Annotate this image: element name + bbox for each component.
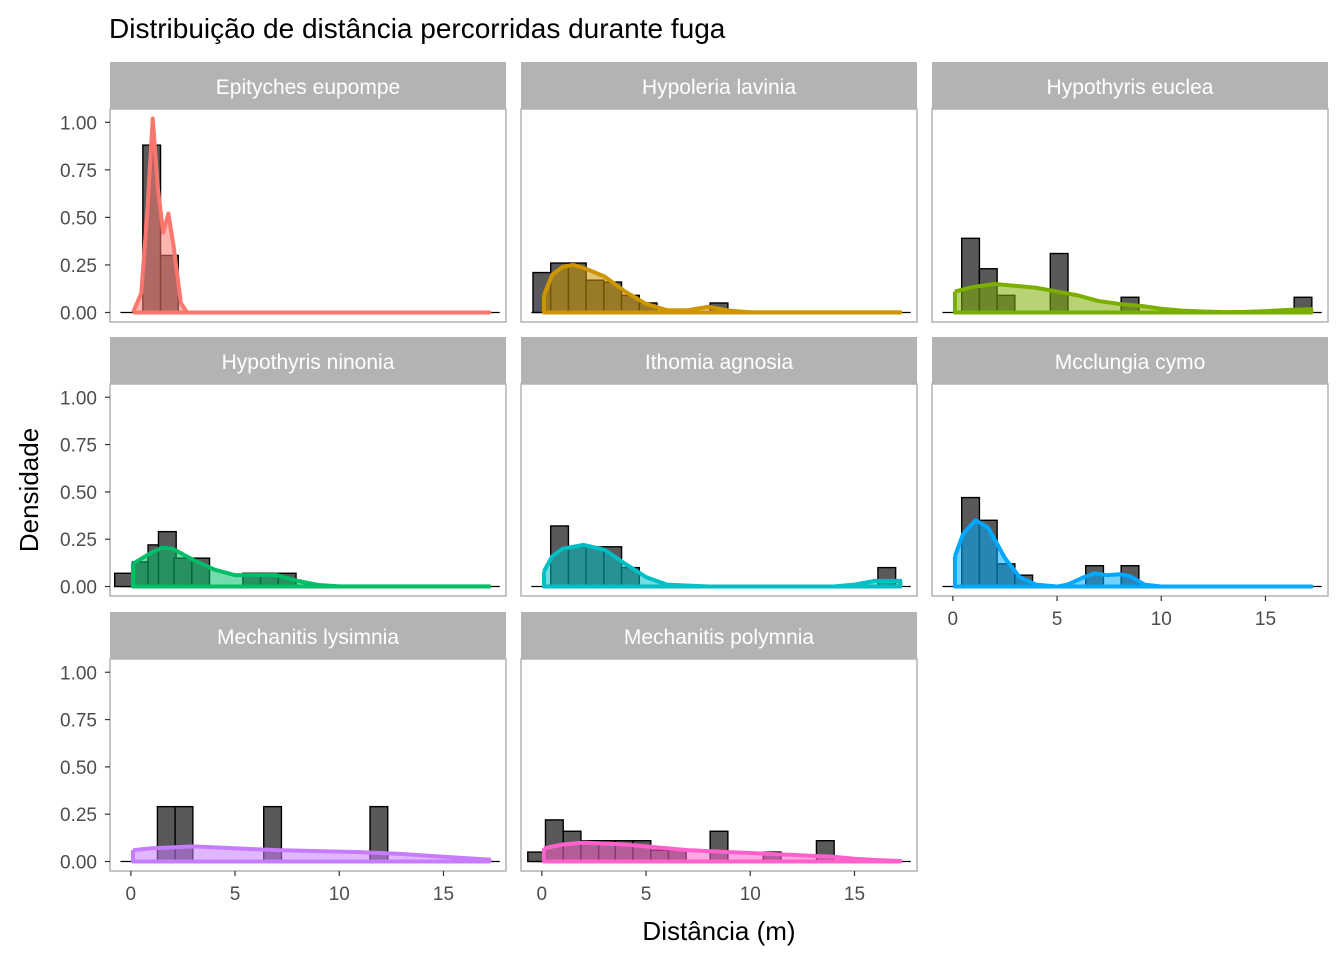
panel-mechanitis-lysimnia: Mechanitis lysimnia 0.00 0.25 0.50 0.75 1.00 0… [60, 612, 507, 905]
density-curve [952, 518, 1314, 589]
y-tick-label: 0.50 [60, 208, 97, 229]
density-area [543, 544, 901, 587]
strip-background [521, 612, 917, 659]
density-curve [952, 281, 1314, 315]
panel-hypothyris-ninonia: Hypothyris ninonia 0.00 0.25 0.50 0.75 1.00 [60, 337, 507, 599]
density-area [132, 547, 490, 587]
strip-label: Epityches eupompe [216, 76, 400, 99]
density-curve [541, 840, 903, 864]
x-tick-label: 15 [433, 884, 454, 905]
strip-label: Mechanitis lysimnia [217, 626, 399, 649]
panel-hypothyris-euclea: Hypothyris euclea [931, 62, 1329, 323]
histogram-bar [113, 572, 134, 588]
density-area [132, 118, 490, 313]
y-tick-label: 0.75 [60, 161, 97, 182]
x-tick-label: 5 [1052, 609, 1063, 630]
density-curve [541, 262, 903, 315]
strip-label: Hypothyris ninonia [222, 351, 395, 374]
strip-background [110, 62, 506, 109]
panel-epityches-eupompe: Epityches eupompe 0.00 0.25 0.50 0.75 1.00 [60, 62, 507, 324]
y-tick-label: 0.00 [60, 853, 97, 874]
strip-label: Hypothyris euclea [1047, 76, 1214, 99]
x-tick-label: 15 [844, 884, 865, 905]
panel-ithomia-agnosia: Ithomia agnosia [520, 337, 918, 597]
y-tick-label: 1.00 [60, 663, 97, 684]
density-area [954, 520, 1312, 587]
density-curve [541, 542, 903, 589]
x-tick-label: 0 [126, 884, 137, 905]
strip-label: Mcclungia cymo [1055, 351, 1206, 374]
panel-mechanitis-polymnia: Mechanitis polymnia 0 5 10 15 [520, 612, 918, 905]
x-axis-title: Distância (m) [642, 916, 795, 946]
y-tick-label: 1.00 [60, 388, 97, 409]
x-tick-label: 0 [537, 884, 548, 905]
panel-border [109, 383, 507, 597]
y-tick-label: 0.25 [60, 530, 97, 551]
panel-mcclungia-cymo: Mcclungia cymo 0 5 10 15 [931, 337, 1329, 630]
y-tick-label: 0.75 [60, 436, 97, 457]
facet-panels: Epityches eupompe0.000.250.500.751.00Hyp… [60, 62, 1329, 905]
y-tick-label: 0.00 [60, 578, 97, 599]
strip-label: Mechanitis polymnia [624, 626, 815, 649]
y-tick-label: 0.50 [60, 758, 97, 779]
y-tick-label: 0.00 [60, 303, 97, 324]
chart-title: Distribuição de distância percorridas du… [109, 13, 726, 44]
panel-border [520, 658, 918, 872]
density-area [543, 264, 901, 313]
x-tick-label: 10 [1151, 609, 1172, 630]
strip-background [932, 337, 1328, 384]
x-tick-label: 5 [641, 884, 652, 905]
x-tick-label: 0 [948, 609, 959, 630]
strip-background [110, 337, 506, 384]
strip-background [521, 62, 917, 109]
density-curve [130, 844, 492, 864]
strip-background [110, 612, 506, 659]
x-tick-label: 5 [230, 884, 241, 905]
panel-border [931, 108, 1329, 323]
panel-border [520, 108, 918, 323]
panel-border [109, 658, 507, 872]
panel-border [931, 383, 1329, 597]
strip-background [932, 62, 1328, 109]
y-tick-label: 0.25 [60, 256, 97, 277]
panel-border [520, 383, 918, 597]
panel-border [109, 108, 507, 323]
x-tick-label: 10 [329, 884, 350, 905]
y-tick-label: 1.00 [60, 113, 97, 134]
y-tick-label: 0.75 [60, 711, 97, 732]
x-tick-label: 15 [1255, 609, 1276, 630]
strip-label: Hypoleria lavinia [642, 76, 796, 99]
density-curve [131, 116, 492, 315]
density-curve [130, 545, 492, 589]
y-axis-title: Densidade [14, 428, 44, 552]
y-tick-label: 0.25 [60, 805, 97, 826]
panel-hypoleria-lavinia: Hypoleria lavinia [520, 62, 918, 323]
strip-background [521, 337, 917, 384]
density-area [132, 846, 490, 862]
y-tick-label: 0.50 [60, 483, 97, 504]
x-tick-label: 10 [740, 884, 761, 905]
strip-label: Ithomia agnosia [645, 351, 794, 374]
